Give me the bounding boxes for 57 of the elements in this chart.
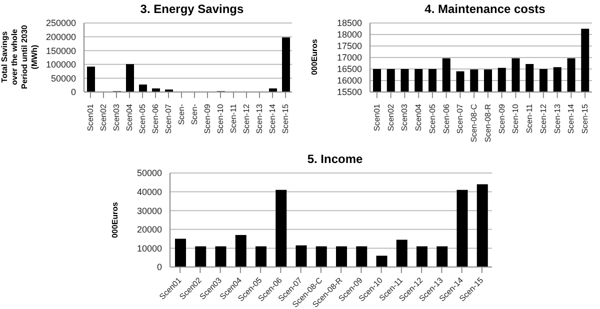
x-tick-label: Scen-05 [428,103,437,134]
x-tick-label: Scen01 [372,103,382,132]
chart-title: 4. Maintenance costs [424,1,546,18]
x-tick-label: Scen-10 [216,103,225,134]
x-tick-label: Scen-15 [580,103,590,134]
x-tick-label: Scen-09 [497,103,506,134]
x-tick-label: Scen-14 [566,103,576,134]
y-tick-label: 17500 [336,41,362,52]
x-tick-label: Scen04 [125,103,134,132]
x-tick-label: Scen-06 [442,103,451,134]
x-tick-label: Scen01 [86,103,95,132]
y-tick-label: 16000 [336,76,362,86]
x-tick-label: Scen02 [386,103,396,132]
x-tick-label: Scen02 [99,103,108,132]
y-tick-label: 50000 [136,168,162,178]
x-tick-label: Scen-08-C [470,104,479,142]
x-tick-label: Scen-07 [456,103,465,134]
x-tick-label: Scen03 [112,103,121,132]
y-tick-label: 50000 [50,73,76,84]
y-tick-label: 150000 [46,46,76,56]
x-tick-label: Scen-07 [164,103,173,134]
y-tick-label: 30000 [136,206,162,216]
y-tick-label: 200000 [46,32,76,42]
x-tick-label: Scen-09 [203,103,212,134]
y-tick-label: 17000 [336,52,362,63]
x-tick-label: Scen-06 [151,103,160,134]
y-axis-title: Total Savings over the whole Period until 2030 (MWh) [0,24,40,91]
y-tick-label: 0 [156,262,162,272]
x-tick-label: Scen-08-R [483,104,492,142]
x-tick-label: Scen-15 [281,103,290,134]
x-tick-label: Scen03 [400,103,410,132]
x-tick-label: Scen-12 [538,103,548,134]
x-tick-label: Scen-13 [255,103,264,134]
x-tick-label: Scen-11 [229,103,238,134]
y-tick-label: 250000 [46,18,76,28]
y-tick-label: 20000 [136,224,162,235]
y-tick-label: 10000 [136,243,162,254]
x-tick-label: Scen04 [414,103,424,132]
y-tick-label: 0 [70,87,76,98]
x-tick-label: Scen-13 [552,103,562,134]
x-tick-label: Scen- [177,104,186,125]
y-tick-label: 100000 [46,60,76,70]
y-tick-label: 40000 [136,186,162,197]
y-axis-title: 000Euros [310,38,320,76]
chart-title: 5. Income [306,151,364,168]
x-tick-label: Scen-05 [138,103,147,134]
x-tick-label: Scen- [190,104,199,125]
y-axis-title: 000Euros [110,201,120,238]
y-tick-label: 16500 [336,64,362,74]
y-tick-label: 15500 [336,87,362,98]
y-tick-label: 18000 [336,30,362,40]
x-tick-label: Scen-12 [242,103,251,134]
chart-title: 3. Energy Savings [139,1,245,18]
x-tick-label: Scen-14 [268,103,277,134]
x-tick-label: Scen-10 [511,103,520,134]
x-tick-label: Scen-11 [525,103,534,134]
y-tick-label: 18500 [336,18,362,28]
